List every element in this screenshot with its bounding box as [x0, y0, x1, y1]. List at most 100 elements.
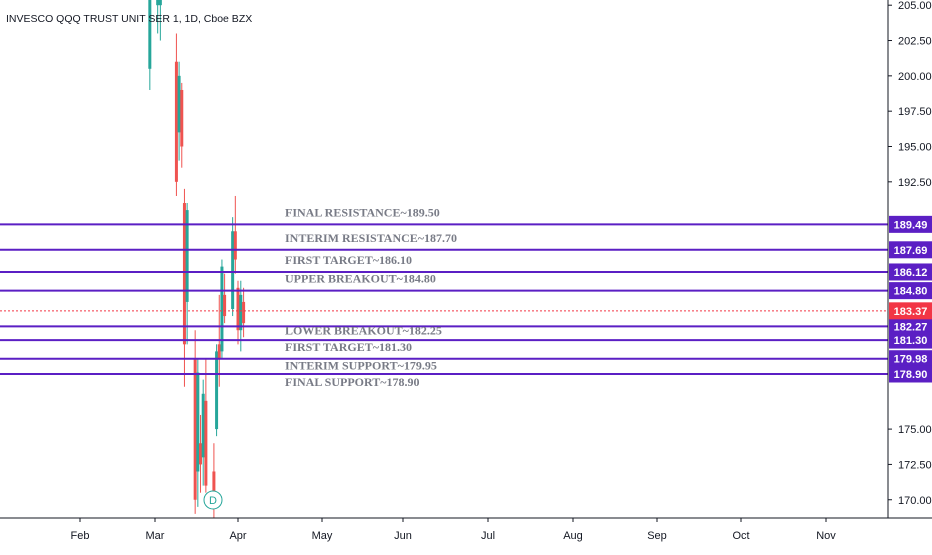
y-tick-label: 197.50: [898, 106, 932, 118]
level-label: UPPER BREAKOUT~184.80: [285, 272, 436, 286]
y-tick-label: 192.50: [898, 177, 932, 189]
level-badge-bg: [889, 241, 932, 259]
candle: [204, 358, 208, 493]
level-label: LOWER BREAKOUT~182.25: [285, 323, 442, 337]
level-badge-label: 178.90: [894, 369, 928, 381]
candle-body: [182, 203, 186, 345]
level-badge: 186.12: [889, 263, 932, 281]
level-badge-label: 186.12: [894, 267, 928, 279]
candle: [185, 203, 189, 345]
level-badge-label: 181.30: [894, 335, 928, 347]
level-badge-bg: [889, 350, 932, 368]
x-tick-label: Sep: [647, 530, 667, 542]
level-badge: 179.98: [889, 350, 932, 368]
candle: [156, 0, 160, 34]
candle-body: [231, 231, 235, 309]
candle: [174, 33, 178, 196]
candle: [180, 82, 184, 168]
level-badge-label: 189.49: [894, 219, 928, 231]
candle: [223, 273, 227, 324]
y-tick-label: 202.50: [898, 36, 932, 48]
level-label: FIRST TARGET~186.10: [285, 253, 412, 267]
candle-body: [212, 471, 216, 493]
level-badge-label: 187.69: [894, 245, 928, 257]
candle: [196, 358, 200, 507]
x-tick-label: Apr: [229, 530, 246, 542]
x-tick-label: May: [312, 530, 333, 542]
candle: [177, 61, 181, 161]
candle-body: [180, 89, 184, 147]
last-price-badge: 183.37: [889, 302, 932, 320]
level-badge-bg: [889, 331, 932, 349]
candle-body: [242, 301, 246, 324]
candle-body: [156, 0, 160, 6]
level-label: FINAL RESISTANCE~189.50: [285, 205, 440, 219]
x-tick-label: Feb: [71, 530, 90, 542]
y-axis-ticks: 205.00 202.50 200.00 197.50 195.00 192.50 175.…: [888, 0, 932, 507]
candle: [201, 379, 205, 486]
candle-body: [215, 351, 219, 430]
candle: [199, 414, 203, 493]
y-tick-label: 200.00: [898, 71, 932, 83]
candle-body: [217, 344, 221, 359]
candle: [231, 217, 235, 317]
candle-body: [233, 231, 237, 260]
level-label: INTERIM SUPPORT~179.95: [285, 359, 437, 373]
candle-body: [185, 210, 189, 302]
candle-body: [199, 443, 203, 465]
x-tick-label: Aug: [563, 530, 583, 542]
candles-layer: [148, 0, 246, 521]
candle: [158, 0, 162, 41]
level-badge-label: 179.98: [894, 354, 928, 366]
symbol-title[interactable]: INVESCO QQQ TRUST UNIT SER 1, 1D, Cboe B…: [6, 13, 252, 25]
candle-body: [236, 287, 240, 331]
level-badge: 181.30: [889, 331, 932, 349]
level-badge-bg: [889, 263, 932, 281]
candle-body: [204, 400, 208, 486]
x-tick-label: Nov: [816, 530, 836, 542]
x-tick-label: Oct: [732, 530, 749, 542]
level-badge-bg: [889, 365, 932, 383]
dividend-marker-label: D: [209, 495, 217, 507]
candle-body: [177, 75, 181, 133]
candle-body: [158, 0, 162, 6]
y-tick-label: 170.00: [898, 495, 932, 507]
candle-body: [196, 372, 200, 472]
candle: [193, 330, 197, 514]
level-badge-bg: [889, 282, 932, 300]
level-badge-bg: [889, 215, 932, 233]
last-price-badge-label: 183.37: [894, 306, 928, 318]
candle: [182, 188, 186, 387]
y-tick-label: 205.00: [898, 0, 932, 12]
candle-body: [201, 393, 205, 458]
x-tick-label: Jul: [481, 530, 495, 542]
candle-body: [193, 358, 197, 500]
level-badge-label: 182.27: [894, 321, 928, 333]
level-label: FIRST TARGET~181.30: [285, 340, 412, 354]
level-badge: 189.49: [889, 215, 932, 233]
last-price-badge-bg: [889, 302, 932, 320]
level-badge-label: 184.80: [894, 286, 928, 298]
price-badges: 189.49 187.69 186.12 184.80 182.27 181.30 179.…: [889, 215, 932, 383]
level-badge-bg: [889, 317, 932, 335]
time-axis[interactable]: [0, 518, 932, 550]
price-axis[interactable]: [888, 0, 932, 518]
level-badge: 184.80: [889, 282, 932, 300]
x-axis-ticks: Feb Mar Apr May Jun Jul Aug Sep Oct Nov: [71, 518, 836, 542]
levels-layer: [0, 223, 888, 375]
level-label: INTERIM RESISTANCE~187.70: [285, 231, 457, 245]
level-label: FINAL SUPPORT~178.90: [285, 375, 420, 389]
x-tick-label: Jun: [394, 530, 412, 542]
candle-body: [220, 266, 224, 352]
level-labels: FINAL RESISTANCE~189.50 INTERIM RESISTANC…: [285, 205, 457, 389]
candle-body: [223, 294, 227, 317]
x-tick-label: Mar: [146, 530, 165, 542]
dividend-marker[interactable]: D: [203, 490, 223, 510]
candle-body: [239, 294, 243, 331]
candle: [220, 259, 224, 359]
candle: [148, 0, 152, 90]
level-badge: 187.69: [889, 241, 932, 259]
